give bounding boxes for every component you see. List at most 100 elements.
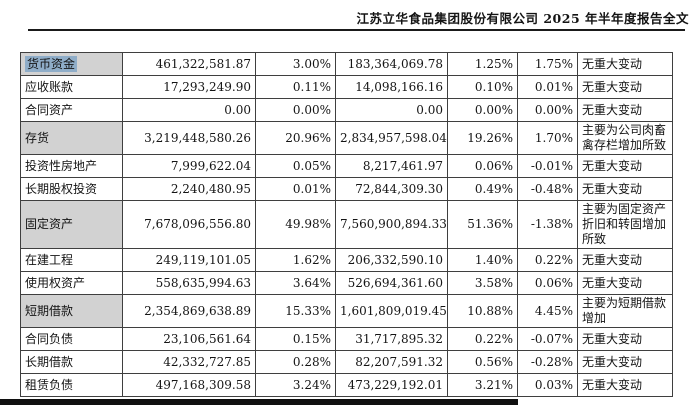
cell-amount-prior: 14,098,166.16	[335, 75, 448, 99]
cell-remark: 无重大变动	[577, 248, 673, 272]
cell-pct-prior: 0.06%	[447, 154, 518, 178]
cell-amount-current: 17,293,249.90	[122, 75, 256, 99]
cell-remark: 无重大变动	[577, 373, 673, 397]
item-label: 使用权资产	[25, 275, 86, 290]
item-label: 长期借款	[25, 354, 74, 369]
cell-pct-change: -0.07%	[517, 327, 578, 351]
cell-amount-current: 7,678,096,556.80	[122, 200, 256, 249]
cell-amount-current: 42,332,727.85	[122, 350, 256, 374]
cell-pct-change: 1.70%	[517, 121, 578, 155]
cell-amount-prior: 183,364,069.78	[335, 52, 448, 76]
cell-amount-current: 558,635,994.63	[122, 271, 256, 295]
cell-amount-prior: 473,229,192.01	[335, 373, 448, 397]
cell-pct-current: 0.28%	[255, 350, 336, 374]
table-row: 投资性房地产 7,999,622.04 0.05% 8,217,461.97 0.06%…	[20, 154, 673, 178]
cell-amount-current: 461,322,581.87	[122, 52, 256, 76]
cell-pct-current: 0.11%	[255, 75, 336, 99]
cell-remark: 无重大变动	[577, 75, 673, 99]
financial-items-table: 货币资金 461,322,581.87 3.00% 183,364,069.78 1.2…	[20, 52, 673, 397]
cell-remark: 无重大变动	[577, 177, 673, 201]
item-label: 在建工程	[25, 252, 74, 267]
cell-item: 短期借款	[20, 294, 123, 328]
cell-item: 投资性房地产	[20, 154, 123, 178]
cell-pct-current: 3.24%	[255, 373, 336, 397]
item-label: 应收账款	[25, 79, 74, 94]
cell-pct-current: 20.96%	[255, 121, 336, 155]
cell-amount-current: 497,168,309.58	[122, 373, 256, 397]
cell-amount-current: 2,240,480.95	[122, 177, 256, 201]
cell-amount-prior: 8,217,461.97	[335, 154, 448, 178]
cell-remark: 无重大变动	[577, 52, 673, 76]
cell-item: 长期借款	[20, 350, 123, 374]
cell-pct-change: -0.01%	[517, 154, 578, 178]
cell-item: 使用权资产	[20, 271, 123, 295]
cell-item: 应收账款	[20, 75, 123, 99]
cell-pct-prior: 0.00%	[447, 98, 518, 122]
table-row: 应收账款 17,293,249.90 0.11% 14,098,166.16 0.10%…	[20, 75, 673, 99]
table-row: 固定资产 7,678,096,556.80 49.98% 7,560,900,894.…	[20, 200, 673, 249]
cell-item: 固定资产	[20, 200, 123, 249]
table-body: 货币资金 461,322,581.87 3.00% 183,364,069.78 1.2…	[20, 52, 673, 397]
item-label: 固定资产	[25, 217, 74, 231]
table-row: 使用权资产 558,635,994.63 3.64% 526,694,361.60 3.…	[20, 271, 673, 295]
cell-pct-current: 49.98%	[255, 200, 336, 249]
cell-amount-prior: 31,717,895.32	[335, 327, 448, 351]
item-label: 投资性房地产	[25, 158, 98, 173]
cell-amount-prior: 526,694,361.60	[335, 271, 448, 295]
item-label: 合同负债	[25, 331, 74, 346]
cell-remark: 无重大变动	[577, 350, 673, 374]
cell-amount-prior: 206,332,590.10	[335, 248, 448, 272]
cell-item: 长期股权投资	[20, 177, 123, 201]
selected-text: 货币资金	[25, 55, 78, 72]
cell-amount-prior: 7,560,900,894.33	[335, 200, 448, 249]
table-row: 在建工程 249,119,101.05 1.62% 206,332,590.10 1.4…	[20, 248, 673, 272]
cell-pct-prior: 0.10%	[447, 75, 518, 99]
cell-amount-prior: 0.00	[335, 98, 448, 122]
item-label: 合同资产	[25, 102, 74, 117]
cell-pct-change: 0.01%	[517, 75, 578, 99]
cell-pct-current: 1.62%	[255, 248, 336, 272]
item-label: 存货	[25, 130, 50, 145]
bottom-edge-bar	[0, 399, 518, 405]
cell-amount-current: 2,354,869,638.89	[122, 294, 256, 328]
cell-pct-prior: 0.56%	[447, 350, 518, 374]
cell-pct-prior: 3.58%	[447, 271, 518, 295]
item-label: 短期借款	[25, 303, 74, 318]
cell-pct-prior: 0.22%	[447, 327, 518, 351]
cell-amount-current: 23,106,561.64	[122, 327, 256, 351]
cell-amount-prior: 82,207,591.32	[335, 350, 448, 374]
cell-pct-current: 0.01%	[255, 177, 336, 201]
cell-remark: 无重大变动	[577, 271, 673, 295]
cell-amount-current: 7,999,622.04	[122, 154, 256, 178]
cell-pct-change: 0.22%	[517, 248, 578, 272]
cell-pct-current: 0.05%	[255, 154, 336, 178]
cell-item: 合同资产	[20, 98, 123, 122]
report-title: 江苏立华食品集团股份有限公司 2025 年半年度报告全文	[356, 11, 689, 26]
cell-amount-current: 0.00	[122, 98, 256, 122]
cell-pct-change: 4.45%	[517, 294, 578, 328]
table-row: 短期借款 2,354,869,638.89 15.33% 1,601,809,019.…	[20, 294, 673, 328]
cell-item: 货币资金	[20, 52, 123, 76]
cell-pct-current: 3.00%	[255, 52, 336, 76]
cell-pct-change: 1.75%	[517, 52, 578, 76]
header-divider	[28, 29, 685, 31]
table-row: 合同负债 23,106,561.64 0.15% 31,717,895.32 0.22%…	[20, 327, 673, 351]
cell-pct-prior: 1.40%	[447, 248, 518, 272]
cell-remark: 无重大变动	[577, 98, 673, 122]
cell-item: 合同负债	[20, 327, 123, 351]
cell-remark: 主要为短期借款增加	[577, 294, 673, 328]
cell-pct-change: -1.38%	[517, 200, 578, 249]
cell-remark: 无重大变动	[577, 154, 673, 178]
cell-pct-change: 0.06%	[517, 271, 578, 295]
cell-pct-current: 15.33%	[255, 294, 336, 328]
table-row: 租赁负债 497,168,309.58 3.24% 473,229,192.01 3.2…	[20, 373, 673, 397]
cell-pct-prior: 3.21%	[447, 373, 518, 397]
cell-pct-change: -0.28%	[517, 350, 578, 374]
cell-remark: 主要为公司肉畜禽存栏增加所致	[577, 121, 673, 155]
table-row: 货币资金 461,322,581.87 3.00% 183,364,069.78 1.2…	[20, 52, 673, 76]
cell-pct-change: -0.48%	[517, 177, 578, 201]
cell-amount-prior: 1,601,809,019.45	[335, 294, 448, 328]
cell-item: 在建工程	[20, 248, 123, 272]
cell-item: 存货	[20, 121, 123, 155]
cell-pct-current: 3.64%	[255, 271, 336, 295]
